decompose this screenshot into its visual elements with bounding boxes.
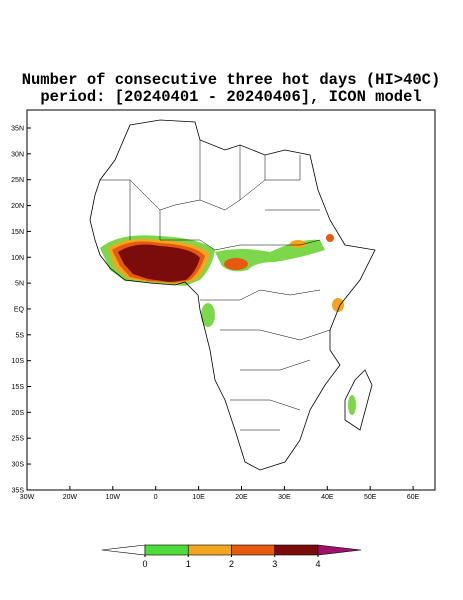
- colorbar-high-triangle: [317, 544, 362, 556]
- lon-label: 60E: [407, 494, 420, 501]
- title-line-2: period: [20240401 - 20240406], ICON mode…: [40, 88, 421, 106]
- colorbar-tick-label: 0: [142, 559, 147, 569]
- lat-label: 25S: [12, 436, 25, 443]
- lon-label: 50E: [364, 494, 377, 501]
- lat-label: 35S: [12, 487, 25, 494]
- lat-label: 30S: [12, 462, 25, 469]
- lat-label: 15N: [11, 229, 24, 236]
- africa-coastline: [89, 119, 376, 471]
- lat-label: EQ: [14, 306, 25, 313]
- lon-label: 30E: [278, 494, 291, 501]
- lat-label: 35N: [11, 126, 24, 133]
- colorbar: 0 1 2 3 4: [101, 544, 362, 569]
- lat-label: 25N: [11, 177, 24, 184]
- lat-label: 5N: [15, 281, 24, 288]
- field-kenya: [332, 298, 344, 312]
- axes: 35N 30N 25N 20N 15N 10N 5N EQ 5S 10S 15S 20S 25S 30S 3…: [11, 126, 419, 502]
- lat-label: 10N: [11, 255, 24, 262]
- colorbar-tick-label: 1: [186, 559, 191, 569]
- lon-label: 40E: [321, 494, 334, 501]
- lat-label: 20N: [11, 203, 24, 210]
- map-area: [26, 109, 436, 491]
- colorbar-tick-label: 3: [272, 559, 277, 569]
- field-ethiopia: [326, 234, 334, 242]
- field-gabon: [201, 303, 215, 327]
- hot-days-field: [100, 234, 356, 415]
- lat-label: 30N: [11, 151, 24, 158]
- lat-label: 20S: [12, 410, 25, 417]
- colorbar-bin: [187, 544, 232, 556]
- field-sudan: [290, 240, 306, 248]
- lat-label: 10S: [12, 358, 25, 365]
- lon-label: 0: [154, 494, 158, 501]
- map-frame: [26, 109, 436, 491]
- madagascar-coastline: [344, 369, 373, 431]
- field-cameroon: [224, 258, 248, 270]
- colorbar-bin: [231, 544, 276, 556]
- field-madagascar: [348, 395, 356, 415]
- colorbar-tick-label: 4: [315, 559, 320, 569]
- lat-label: 15S: [12, 384, 25, 391]
- colorbar-bin: [274, 544, 319, 556]
- lon-label: 20E: [235, 494, 248, 501]
- colorbar-tick-label: 2: [229, 559, 234, 569]
- country-borders: [100, 140, 331, 431]
- colorbar-bin: [144, 544, 189, 556]
- lon-label: 10W: [106, 494, 121, 501]
- lon-label: 20W: [63, 494, 78, 501]
- title-line-1: Number of consecutive three hot days (HI…: [22, 71, 441, 89]
- field-level-4: [118, 244, 200, 282]
- lon-label: 10E: [192, 494, 205, 501]
- lon-label: 30W: [20, 494, 35, 501]
- lat-label: 5S: [15, 332, 24, 339]
